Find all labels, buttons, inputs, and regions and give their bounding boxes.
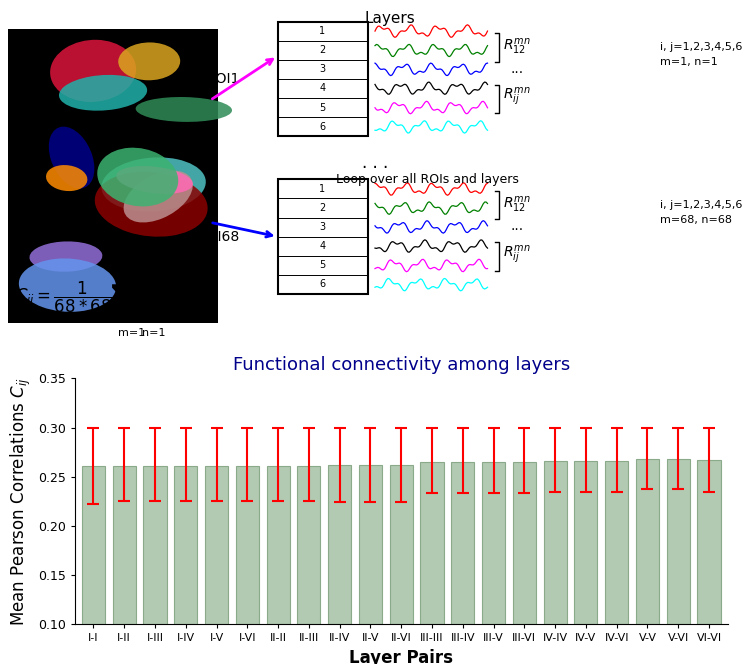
Ellipse shape <box>136 97 232 122</box>
Bar <box>359 465 382 664</box>
Ellipse shape <box>101 157 206 212</box>
Bar <box>544 461 567 664</box>
Ellipse shape <box>49 127 94 189</box>
Bar <box>297 466 320 664</box>
Bar <box>236 466 259 664</box>
Text: 1: 1 <box>320 184 326 194</box>
Bar <box>513 462 536 664</box>
Text: 68: 68 <box>146 252 162 265</box>
Y-axis label: Mean Pearson Correlations $C_{ij}$: Mean Pearson Correlations $C_{ij}$ <box>8 377 32 625</box>
Text: Layers: Layers <box>364 11 416 26</box>
Ellipse shape <box>46 165 88 191</box>
Text: 6: 6 <box>320 280 326 290</box>
Text: $R_{12}^{mn}$: $R_{12}^{mn}$ <box>503 37 530 56</box>
Ellipse shape <box>19 258 116 312</box>
Bar <box>698 460 721 664</box>
Bar <box>636 459 659 664</box>
Bar <box>482 462 506 664</box>
Ellipse shape <box>118 42 180 80</box>
Ellipse shape <box>50 40 136 102</box>
Text: n=1: n=1 <box>142 329 166 339</box>
Bar <box>605 461 628 664</box>
Bar <box>112 466 136 664</box>
Text: i, j=1,2,3,4,5,6: i, j=1,2,3,4,5,6 <box>660 42 742 52</box>
Text: 4: 4 <box>320 241 326 251</box>
Text: $\sum$: $\sum$ <box>135 283 162 323</box>
Title: Functional connectivity among layers: Functional connectivity among layers <box>232 356 570 374</box>
Text: $R_{ij}^{mn}$: $R_{ij}^{mn}$ <box>503 243 530 265</box>
Text: $R_{12}^{mn}$: $R_{12}^{mn}$ <box>503 195 530 214</box>
Text: Loop over all ROIs and layers: Loop over all ROIs and layers <box>336 173 519 186</box>
Bar <box>328 465 351 664</box>
Text: m=1: m=1 <box>118 329 145 339</box>
Ellipse shape <box>29 242 102 272</box>
Text: 6: 6 <box>320 122 326 131</box>
Bar <box>82 466 105 664</box>
Bar <box>143 466 166 664</box>
Ellipse shape <box>94 172 208 236</box>
Text: . . .: . . . <box>362 154 388 172</box>
Bar <box>278 179 368 294</box>
X-axis label: Layer Pairs: Layer Pairs <box>350 649 453 664</box>
Bar <box>574 461 598 664</box>
Ellipse shape <box>124 171 193 222</box>
Text: 1: 1 <box>320 26 326 36</box>
Text: 3: 3 <box>320 222 326 232</box>
Text: ROI68: ROI68 <box>198 230 240 244</box>
Text: ...: ... <box>510 62 524 76</box>
Text: $C_{ij} = \dfrac{1}{68 * 68}$: $C_{ij} = \dfrac{1}{68 * 68}$ <box>15 280 113 315</box>
Bar <box>390 465 412 664</box>
Bar <box>174 466 197 664</box>
Text: ...: ... <box>510 219 524 233</box>
Ellipse shape <box>98 147 178 207</box>
Text: $R_{ij}^{mn}$: $R_{ij}^{mn}$ <box>172 284 206 311</box>
Text: m=1, n=1: m=1, n=1 <box>660 57 718 67</box>
Text: i, j=1,2,3,4,5,6: i, j=1,2,3,4,5,6 <box>660 200 742 210</box>
Bar <box>452 462 474 664</box>
Text: 5: 5 <box>320 260 326 270</box>
Text: 2: 2 <box>320 203 326 213</box>
Text: m=68, n=68: m=68, n=68 <box>660 215 732 225</box>
Text: $R_{ij}^{mn}$: $R_{ij}^{mn}$ <box>503 85 530 107</box>
Bar <box>278 21 368 136</box>
Bar <box>421 462 443 664</box>
Bar <box>205 466 228 664</box>
Bar <box>266 466 290 664</box>
Text: ROI1: ROI1 <box>206 72 240 86</box>
Text: $\sum$: $\sum$ <box>110 283 137 323</box>
Text: 5: 5 <box>320 102 326 113</box>
Text: 68: 68 <box>123 252 140 265</box>
FancyBboxPatch shape <box>8 29 217 323</box>
Text: 4: 4 <box>320 84 326 94</box>
Bar <box>667 459 690 664</box>
Ellipse shape <box>116 166 193 194</box>
Text: 2: 2 <box>320 45 326 55</box>
Ellipse shape <box>59 75 147 111</box>
Text: 3: 3 <box>320 64 326 74</box>
